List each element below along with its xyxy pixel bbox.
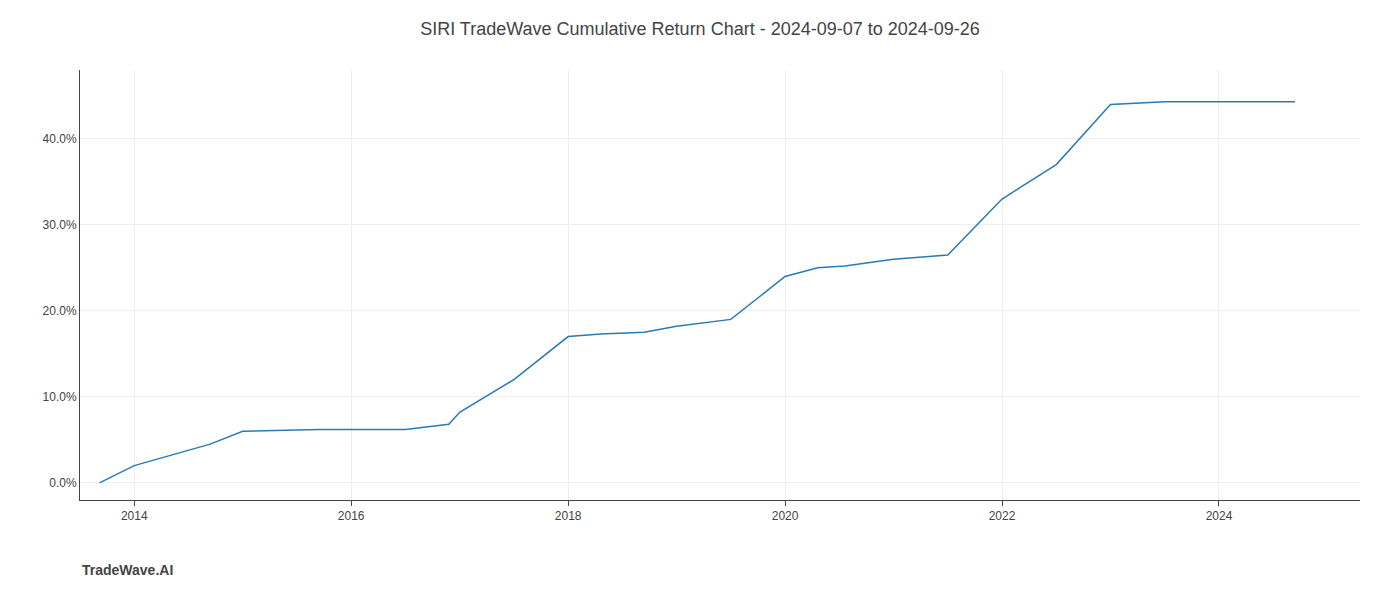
svg-text:2022: 2022 (989, 509, 1016, 523)
svg-text:20.0%: 20.0% (43, 304, 77, 318)
svg-text:10.0%: 10.0% (43, 390, 77, 404)
svg-text:2018: 2018 (555, 509, 582, 523)
svg-text:2024: 2024 (1206, 509, 1233, 523)
svg-text:30.0%: 30.0% (43, 218, 77, 232)
svg-text:40.0%: 40.0% (43, 132, 77, 146)
svg-text:2014: 2014 (121, 509, 148, 523)
svg-text:SIRI TradeWave Cumulative Retu: SIRI TradeWave Cumulative Return Chart -… (420, 19, 980, 39)
svg-text:2016: 2016 (338, 509, 365, 523)
svg-text:0.0%: 0.0% (49, 476, 77, 490)
svg-text:2020: 2020 (772, 509, 799, 523)
svg-text:TradeWave.AI: TradeWave.AI (82, 562, 173, 578)
